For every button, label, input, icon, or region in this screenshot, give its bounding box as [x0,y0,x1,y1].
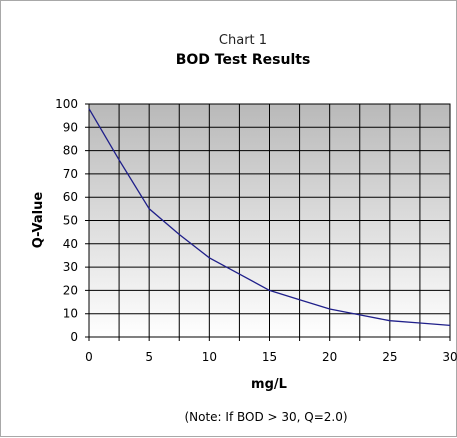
y-tick-label: 0 [70,330,78,344]
x-tick-label: 5 [145,350,153,364]
x-tick-label: 10 [202,350,217,364]
x-tick-label: 20 [322,350,337,364]
y-tick-label: 60 [63,190,78,204]
gridlines [85,103,451,341]
y-tick-label: 80 [63,144,78,158]
tick-labels: 0 5 10 15 20 25 30 0 10 20 30 40 50 60 70 80 90 100 [55,97,457,364]
y-tick-label: 50 [63,214,78,228]
chart-subtitle: Chart 1 [219,33,267,48]
x-tick-label: 0 [85,350,93,364]
y-tick-label: 70 [63,167,78,181]
y-tick-label: 20 [63,283,78,297]
y-tick-label: 90 [63,120,78,134]
chart-note: (Note: If BOD > 30, Q=2.0) [184,410,347,424]
x-tick-label: 30 [442,350,457,364]
y-tick-label: 100 [55,97,78,111]
x-tick-label: 15 [262,350,277,364]
y-tick-label: 40 [63,237,78,251]
series-line [88,108,451,327]
x-axis-label: mg/L [251,377,287,392]
x-tick-label: 25 [382,350,397,364]
y-tick-label: 10 [63,307,78,321]
y-tick-label: 30 [63,260,78,274]
y-axis-label: Q-Value [31,192,46,249]
chart-title: BOD Test Results [176,52,311,68]
